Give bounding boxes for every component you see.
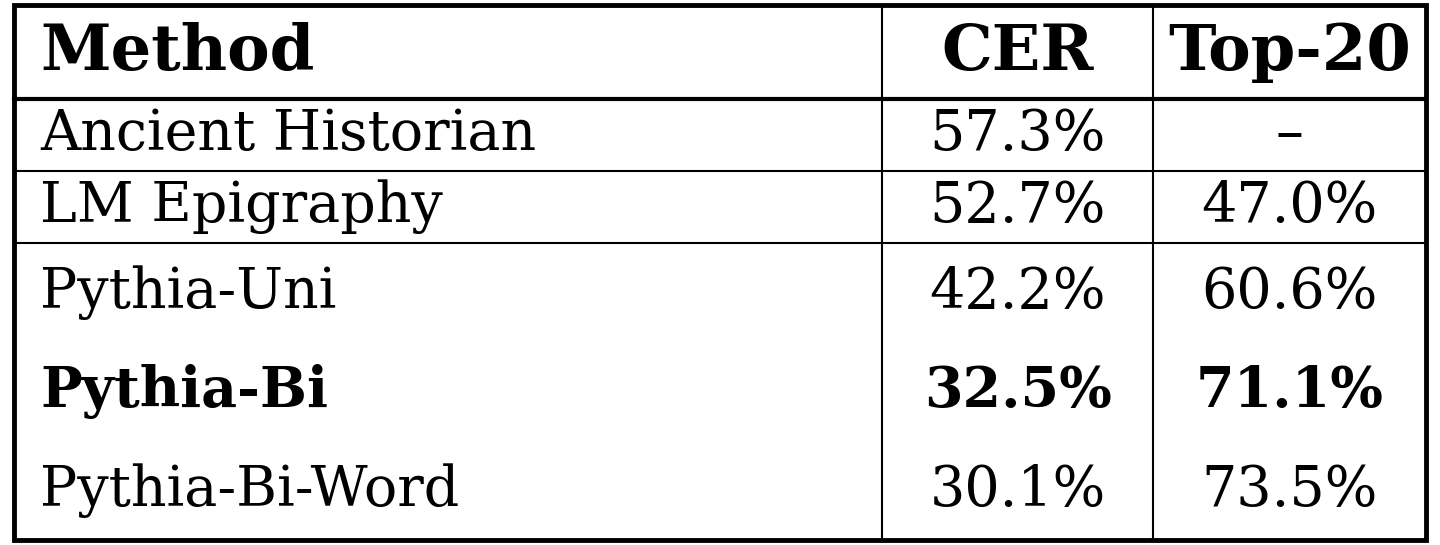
Text: Method: Method — [40, 22, 315, 83]
Text: 57.3%: 57.3% — [929, 107, 1106, 162]
Text: 52.7%: 52.7% — [929, 180, 1106, 234]
Text: 32.5%: 32.5% — [924, 364, 1112, 419]
Text: Pythia-Uni: Pythia-Uni — [40, 265, 337, 320]
Text: 47.0%: 47.0% — [1201, 180, 1378, 234]
Text: 73.5%: 73.5% — [1201, 463, 1378, 518]
Text: LM Epigraphy: LM Epigraphy — [40, 180, 444, 234]
Text: CER: CER — [942, 22, 1094, 83]
Text: –: – — [1276, 107, 1303, 162]
Text: 71.1%: 71.1% — [1195, 364, 1384, 419]
Text: Pythia-Bi: Pythia-Bi — [40, 364, 328, 419]
Text: Top-20: Top-20 — [1168, 22, 1411, 83]
Text: 30.1%: 30.1% — [930, 463, 1106, 518]
Text: Ancient Historian: Ancient Historian — [40, 107, 537, 162]
Text: Pythia-Bi-Word: Pythia-Bi-Word — [40, 463, 459, 518]
Text: 42.2%: 42.2% — [929, 265, 1106, 320]
Text: 60.6%: 60.6% — [1201, 265, 1378, 320]
